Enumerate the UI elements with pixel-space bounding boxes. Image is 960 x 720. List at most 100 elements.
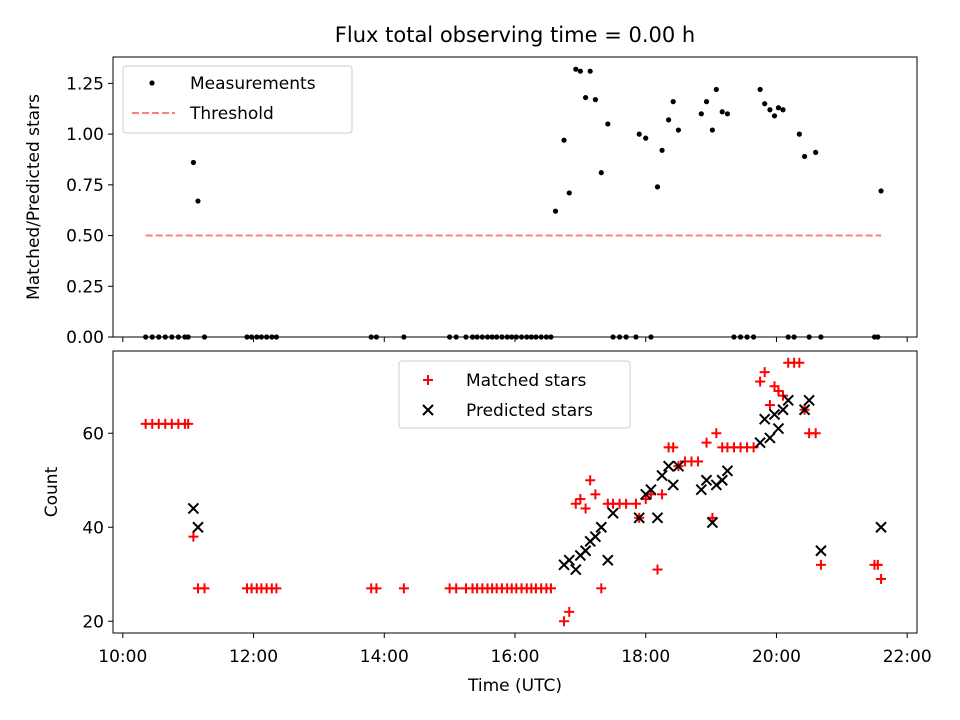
measurements-point [587, 68, 593, 74]
predicted-stars-point [602, 554, 614, 566]
measurements-point [484, 334, 491, 340]
measurements-point [499, 334, 505, 340]
predicted-stars-point [672, 460, 685, 472]
measurements-point [654, 184, 661, 190]
legend-measurements-marker [149, 80, 155, 86]
measurements-point [616, 334, 623, 340]
predicted-stars-point [803, 394, 815, 407]
measurements-point [195, 198, 201, 204]
predicted-stars-point [754, 436, 766, 449]
measurements-point [713, 86, 719, 93]
top-plot-area [143, 66, 884, 340]
predicted-stars-point [651, 512, 664, 524]
measurements-point [698, 111, 704, 117]
legend-matched-label: Matched stars [466, 371, 586, 391]
measurements-point [156, 334, 162, 340]
top-y-axis-label: Matched/Predicted stars [24, 94, 44, 300]
measurements-point [757, 86, 763, 93]
measurements-point [561, 137, 567, 143]
measurements-point [524, 334, 530, 340]
measurements-point [762, 101, 768, 107]
measurements-point [509, 334, 515, 340]
measurements-point [175, 334, 181, 340]
x-tick-label: 22:00 [883, 647, 932, 667]
measurements-point [636, 131, 642, 137]
measurements-point [598, 170, 604, 176]
bottom-y-axis-label: Count [42, 466, 62, 517]
measurements-point [528, 334, 534, 340]
x-tick-label: 10:00 [98, 647, 147, 667]
legend-predicted-marker [422, 404, 434, 416]
measurements-point [190, 159, 196, 166]
measurements-point [610, 334, 616, 340]
matched-stars-point [570, 498, 581, 509]
measurements-point [796, 131, 802, 137]
x-tick-label: 14:00 [360, 647, 409, 667]
matched-stars-point [876, 573, 887, 584]
matched-stars-point [371, 583, 382, 594]
top-chart-title: Flux total observing time = 0.00 h [335, 23, 695, 47]
predicted-stars-point [645, 483, 657, 496]
measurements-point [643, 135, 649, 141]
measurements-point [469, 334, 476, 340]
measurements-point [577, 68, 583, 74]
bottom-x-axis-label: Time (UTC) [467, 676, 562, 696]
bottom-y-tick-label: 20 [82, 612, 104, 632]
bottom-legend-box [398, 360, 631, 429]
predicted-stars-point [607, 507, 619, 519]
measurements-point [605, 121, 611, 127]
measurements-point [670, 99, 676, 105]
measurements-point [775, 105, 782, 111]
predicted-stars-point [716, 474, 728, 486]
measurements-point [771, 113, 778, 119]
predicted-stars-point [721, 465, 734, 477]
bottom-y-axis: 20 40 60 [82, 424, 113, 632]
measurements-point [744, 334, 750, 340]
measurements-point [785, 334, 791, 340]
top-y-tick-label: 1.00 [66, 125, 104, 145]
top-y-axis: 0.00 0.25 0.50 0.75 1.00 1.25 [66, 74, 113, 348]
matched-stars-point [748, 442, 759, 453]
matched-stars-point [545, 583, 556, 594]
matched-stars-point [668, 442, 679, 453]
predicted-stars-point [815, 545, 827, 557]
matched-stars-point [398, 583, 409, 594]
matched-stars-point [693, 456, 704, 467]
measurements-point [453, 334, 459, 340]
matched-stars-point [580, 503, 591, 514]
predicted-stars-point [579, 545, 592, 557]
legend-measurements-label: Measurements [190, 74, 316, 94]
predicted-stars-point [758, 413, 771, 425]
matched-stars-point [559, 616, 570, 627]
measurements-point [373, 334, 380, 340]
measurements-point [494, 334, 500, 340]
x-tick-label: 20:00 [752, 647, 801, 667]
matched-stars-point [183, 418, 194, 429]
bottom-x-axis: 10:00 12:00 14:00 16:00 18:00 20:00 22:00 [98, 633, 932, 667]
predicted-stars-point [667, 479, 679, 491]
measurements-point [463, 334, 469, 340]
bottom-y-tick-label: 40 [82, 518, 104, 538]
predicted-stars-point [700, 474, 713, 486]
matched-stars-point [794, 357, 805, 368]
predicted-stars-point [656, 469, 668, 482]
predicted-stars-point [782, 394, 794, 407]
measurements-point [780, 107, 786, 113]
measurements-point [489, 334, 495, 340]
measurements-point [592, 97, 599, 103]
predicted-stars-point [798, 404, 811, 416]
measurements-point [169, 334, 175, 340]
measurements-point [552, 208, 559, 214]
measurements-point [573, 66, 579, 72]
measurements-point [368, 334, 374, 340]
matched-stars-point [755, 376, 766, 387]
measurements-point [269, 334, 275, 340]
measurements-point [264, 334, 270, 340]
measurements-point [801, 153, 808, 160]
predicted-stars-point [589, 530, 602, 543]
matched-stars-point [564, 606, 575, 617]
measurements-point [162, 334, 168, 340]
measurements-point [474, 334, 480, 340]
measurements-point [623, 334, 629, 340]
